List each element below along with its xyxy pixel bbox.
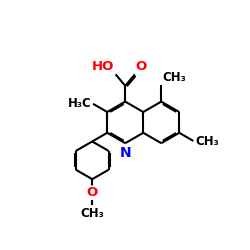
Text: O: O (86, 186, 98, 199)
Text: N: N (120, 146, 131, 160)
Text: HO: HO (92, 60, 114, 73)
Text: O: O (136, 60, 147, 73)
Text: CH₃: CH₃ (162, 71, 186, 84)
Text: H₃C: H₃C (68, 97, 92, 110)
Text: CH₃: CH₃ (195, 135, 219, 148)
Text: CH₃: CH₃ (80, 208, 104, 220)
